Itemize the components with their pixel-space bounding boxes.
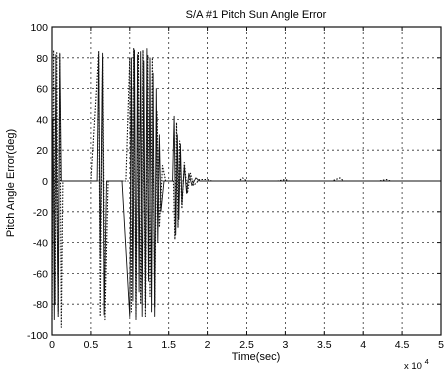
x-tick-label: 0 [49, 339, 55, 351]
x-axis-label: Time(sec) [232, 351, 280, 363]
x-tick-label: 2.5 [239, 339, 254, 351]
y-tick-label: 100 [30, 22, 48, 34]
y-tick-label: -60 [33, 268, 48, 280]
x-tick-label: 1.5 [161, 339, 176, 351]
x-tick-label: 3.5 [317, 339, 332, 351]
x-multiplier-exponent: 4 [425, 357, 429, 366]
y-tick-label: -100 [27, 330, 48, 342]
y-tick-label: 20 [36, 145, 48, 157]
y-tick-label: 40 [36, 114, 48, 126]
y-tick-label: 80 [36, 53, 48, 65]
x-tick-label: 5 [438, 339, 444, 351]
series-line-1 [51, 48, 441, 321]
x-tick-label: 2 [205, 339, 211, 351]
x-tick-label: 4.5 [395, 339, 410, 351]
x-multiplier: x 10 4 [404, 357, 429, 372]
x-tick-label: 3 [282, 339, 288, 351]
x-multiplier-base: x 10 [404, 361, 422, 372]
y-tick-label: -20 [33, 207, 48, 219]
x-tick-label: 1 [127, 339, 133, 351]
series-layer [51, 48, 441, 328]
y-axis-label: Pitch Angle Error(deg) [5, 129, 17, 237]
chart-title: S/A #1 Pitch Sun Angle Error [186, 9, 327, 21]
y-tick-label: -80 [33, 299, 48, 311]
ticks: 0 0.5 1 1.5 2 2.5 3 3.5 4 4.5 5 -100 -80 -60 -40 -20 0 20… [27, 22, 444, 351]
y-tick-label: -40 [33, 238, 48, 250]
y-tick-label: 60 [36, 84, 48, 96]
x-tick-label: 0.5 [84, 339, 99, 351]
x-tick-label: 4 [360, 339, 366, 351]
y-tick-label: 0 [42, 176, 48, 188]
